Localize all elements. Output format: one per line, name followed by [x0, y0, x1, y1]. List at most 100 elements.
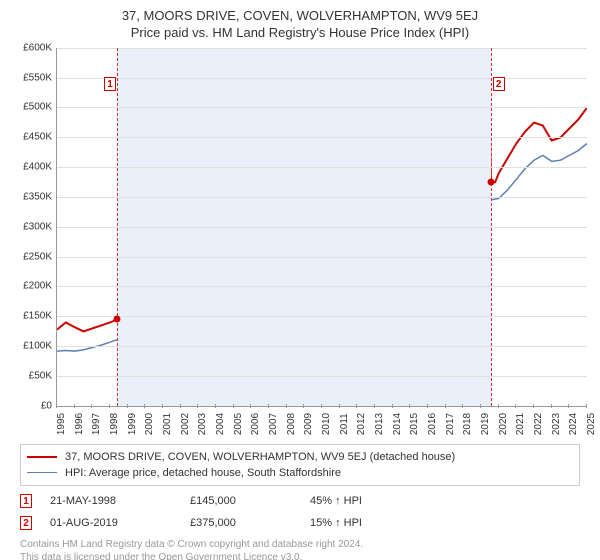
transaction-marker: 1 [20, 494, 32, 508]
x-tick-label: 2022 [533, 413, 544, 435]
x-tick-mark [515, 404, 516, 408]
x-tick-mark [339, 404, 340, 408]
transaction-price: £375,000 [190, 517, 310, 529]
gridline [57, 78, 587, 79]
y-tick-label: £450K [23, 132, 52, 143]
x-tick-mark [286, 404, 287, 408]
gridline [57, 137, 587, 138]
gridline [57, 48, 587, 49]
x-tick-mark [250, 404, 251, 408]
x-tick-label: 2025 [586, 413, 597, 435]
x-tick-label: 2023 [551, 413, 562, 435]
x-tick-mark [374, 404, 375, 408]
x-tick-mark [568, 404, 569, 408]
y-tick-label: £150K [23, 311, 52, 322]
event-vline [491, 48, 492, 406]
y-tick-label: £400K [23, 162, 52, 173]
transaction-delta: 15% ↑ HPI [310, 517, 430, 529]
x-tick-mark [303, 404, 304, 408]
x-tick-mark [586, 404, 587, 408]
y-tick-label: £0 [41, 400, 52, 411]
x-tick-label: 2002 [180, 413, 191, 435]
transaction-row: 121-MAY-1998£145,00045% ↑ HPI [20, 490, 580, 512]
x-tick-label: 2001 [162, 413, 173, 435]
x-tick-mark [392, 404, 393, 408]
x-tick-label: 1998 [109, 413, 120, 435]
x-tick-mark [109, 404, 110, 408]
x-tick-label: 2020 [498, 413, 509, 435]
x-tick-label: 2018 [462, 413, 473, 435]
x-tick-mark [462, 404, 463, 408]
chart-container: 37, MOORS DRIVE, COVEN, WOLVERHAMPTON, W… [0, 0, 600, 560]
x-tick-mark [91, 404, 92, 408]
gridline [57, 197, 587, 198]
chart-title-sub: Price paid vs. HM Land Registry's House … [10, 24, 590, 42]
transaction-dot [488, 179, 495, 186]
x-tick-label: 2000 [144, 413, 155, 435]
x-tick-label: 2024 [568, 413, 579, 435]
x-tick-label: 2015 [409, 413, 420, 435]
x-tick-label: 2007 [268, 413, 279, 435]
x-tick-mark [427, 404, 428, 408]
x-tick-mark [74, 404, 75, 408]
legend-item: HPI: Average price, detached house, Sout… [27, 465, 573, 481]
x-tick-label: 1997 [91, 413, 102, 435]
x-tick-mark [144, 404, 145, 408]
x-tick-mark [551, 404, 552, 408]
x-tick-label: 2012 [356, 413, 367, 435]
x-tick-label: 1996 [74, 413, 85, 435]
y-tick-label: £50K [29, 370, 52, 381]
x-tick-mark [480, 404, 481, 408]
x-tick-mark [498, 404, 499, 408]
x-tick-label: 2019 [480, 413, 491, 435]
gridline [57, 257, 587, 258]
x-tick-label: 2008 [286, 413, 297, 435]
x-tick-label: 2006 [250, 413, 261, 435]
x-tick-label: 2014 [392, 413, 403, 435]
legend-swatch [27, 456, 57, 458]
y-tick-label: £500K [23, 102, 52, 113]
gridline [57, 107, 587, 108]
x-tick-mark [180, 404, 181, 408]
transaction-price: £145,000 [190, 495, 310, 507]
x-tick-mark [409, 404, 410, 408]
chart-marker: 2 [493, 77, 505, 91]
y-tick-label: £600K [23, 42, 52, 53]
footnote-line2: This data is licensed under the Open Gov… [20, 551, 580, 560]
x-tick-mark [162, 404, 163, 408]
chart-marker: 1 [104, 77, 116, 91]
x-tick-mark [445, 404, 446, 408]
transaction-dot [113, 316, 120, 323]
y-axis-labels: £0£50K£100K£150K£200K£250K£300K£350K£400… [10, 48, 54, 406]
gridline [57, 227, 587, 228]
x-axis-labels: 1995199619971998199920002001200220032004… [56, 408, 586, 438]
x-tick-label: 2005 [233, 413, 244, 435]
transaction-row: 201-AUG-2019£375,00015% ↑ HPI [20, 512, 580, 534]
x-tick-label: 2004 [215, 413, 226, 435]
x-tick-label: 2021 [515, 413, 526, 435]
x-tick-label: 2011 [339, 413, 350, 435]
x-tick-mark [321, 404, 322, 408]
gridline [57, 346, 587, 347]
x-tick-label: 2017 [445, 413, 456, 435]
x-tick-mark [233, 404, 234, 408]
chart-title-main: 37, MOORS DRIVE, COVEN, WOLVERHAMPTON, W… [10, 8, 590, 24]
x-tick-label: 2016 [427, 413, 438, 435]
y-tick-label: £200K [23, 281, 52, 292]
x-tick-label: 2013 [374, 413, 385, 435]
x-tick-label: 2010 [321, 413, 332, 435]
gridline [57, 376, 587, 377]
x-tick-mark [356, 404, 357, 408]
y-tick-label: £300K [23, 221, 52, 232]
y-tick-label: £550K [23, 72, 52, 83]
x-tick-mark [533, 404, 534, 408]
x-tick-label: 2003 [197, 413, 208, 435]
y-tick-label: £100K [23, 341, 52, 352]
legend-swatch [27, 472, 57, 473]
x-tick-label: 2009 [303, 413, 314, 435]
transaction-delta: 45% ↑ HPI [310, 495, 430, 507]
legend: 37, MOORS DRIVE, COVEN, WOLVERHAMPTON, W… [20, 444, 580, 486]
x-tick-mark [268, 404, 269, 408]
x-tick-mark [56, 404, 57, 408]
x-tick-mark [197, 404, 198, 408]
